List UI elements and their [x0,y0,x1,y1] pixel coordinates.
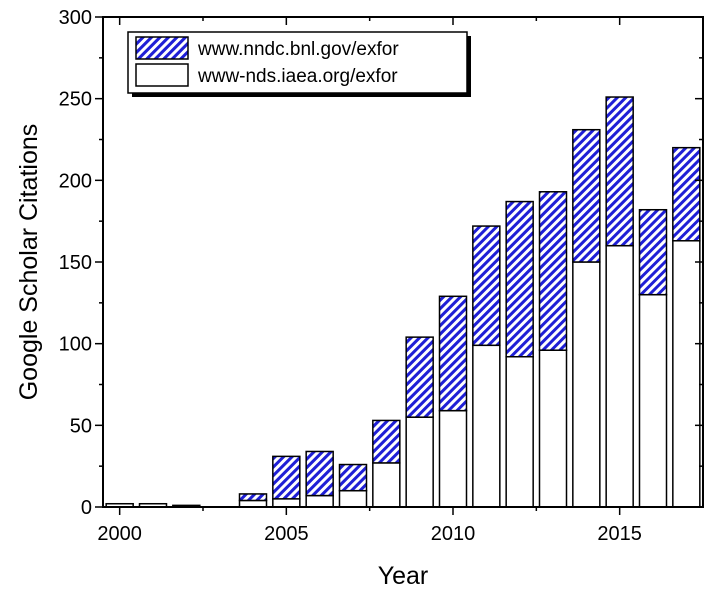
legend: www.nndc.bnl.gov/exfor www-nds.iaea.org/e… [127,31,471,97]
bar-2007-nndc [338,463,368,492]
legend-label-iaea: www-nds.iaea.org/exfor [197,66,398,87]
legend-swatch-iaea [135,63,189,87]
bar-2012-iaea [505,355,534,508]
bar-2017-nndc [672,146,701,242]
bar-2014-nndc [572,128,601,263]
y-tick-label: 150 [59,252,92,274]
bar-2006-iaea [305,494,334,508]
bar-2010-nndc [438,295,468,412]
bar-2011-nndc [472,225,501,347]
y-axis-label: Google Scholar Citations [15,124,43,401]
bar-2015-nndc [605,96,634,247]
bar-2009-nndc [405,336,434,418]
y-tick-label: 250 [59,89,92,111]
bar-2009-iaea [405,416,434,508]
bar-2016-nndc [638,208,668,296]
bar-2005-nndc [272,455,301,500]
y-tick-label: 200 [59,170,92,192]
x-tick-label: 2010 [431,523,476,545]
bar-2004-nndc [238,493,268,502]
legend-label-nndc: www.nndc.bnl.gov/exfor [197,39,399,60]
bar-2010-iaea [438,409,468,508]
y-tick-label: 50 [70,415,92,437]
y-tick-label: 300 [59,7,92,29]
bar-2014-iaea [572,261,601,508]
y-tick-label: 100 [59,334,92,356]
bar-2013-iaea [538,349,568,508]
x-tick-label: 2015 [597,523,642,545]
bar-2011-iaea [472,344,501,508]
y-tick-label: 0 [81,497,92,519]
bar-2015-iaea [605,244,634,508]
bar-2016-iaea [638,293,668,508]
bar-2006-nndc [305,450,334,497]
bar-2013-nndc [538,191,568,351]
ticks-layer: 0 50 100 150 200 250 300 2000 2005 2010 2015 [59,7,703,545]
x-tick-label: 2000 [97,523,142,545]
x-axis-label: Year [378,562,429,590]
bar-2007-iaea [338,489,368,508]
legend-swatch-nndc [135,36,189,60]
bar-2017-iaea [672,240,701,508]
x-tick-label: 2005 [264,523,309,545]
bars-layer [105,96,701,508]
bar-2008-iaea [372,462,401,508]
bar-2012-nndc [505,200,534,358]
bar-2008-nndc [372,419,401,464]
bar-2005-iaea [272,498,301,508]
